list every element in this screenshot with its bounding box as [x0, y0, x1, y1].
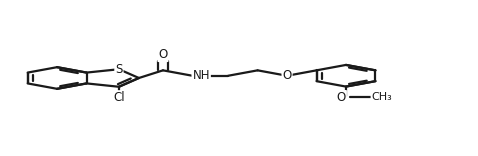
Text: CH₃: CH₃ [371, 92, 392, 102]
Text: NH: NH [193, 69, 210, 82]
Text: O: O [282, 69, 292, 82]
Text: O: O [337, 91, 346, 104]
Text: S: S [115, 63, 122, 76]
Text: O: O [158, 48, 168, 61]
Text: Cl: Cl [113, 91, 125, 104]
